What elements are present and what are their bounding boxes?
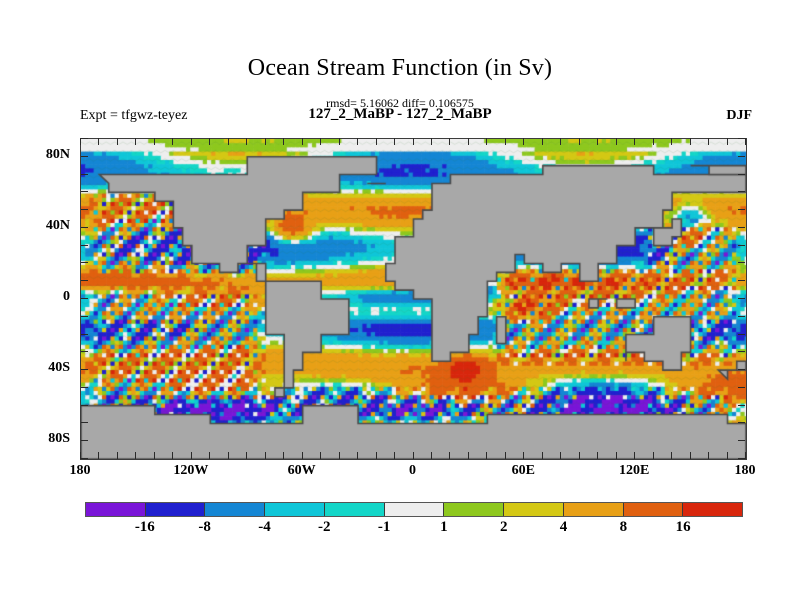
season-label: DJF: [726, 108, 752, 123]
colorbar-band-0[interactable]: [86, 503, 146, 516]
case-comparison-subtitle: 127_2_MaBP - 127_2_MaBP: [308, 106, 492, 122]
colorbar-band-9[interactable]: [623, 503, 684, 516]
x-axis-tick-label: 60E: [511, 463, 536, 478]
colorbar-tick-label: 1: [440, 519, 448, 535]
y-axis-tick-label: 0: [63, 289, 70, 304]
colorbar-bands[interactable]: [85, 502, 743, 517]
x-axis-tick-label: 0: [409, 463, 416, 478]
colorbar-tick-label: -4: [258, 519, 271, 535]
map-plot-area[interactable]: [80, 138, 747, 460]
y-axis-tick-label: 80N: [45, 146, 70, 162]
colorbar-band-5[interactable]: [384, 503, 445, 516]
x-axis-tick-label: 120E: [618, 463, 650, 478]
colorbar-band-10[interactable]: [683, 503, 743, 516]
colorbar-tick-label: -2: [318, 519, 331, 535]
x-axis-tick-label: 180: [734, 463, 756, 478]
colorbar[interactable]: -16 -8 -4 -2 -1 1 2 4 8 16: [85, 502, 743, 535]
colorbar-band-7[interactable]: [504, 503, 564, 516]
x-axis-tick-label: 120W: [173, 463, 209, 478]
colorbar-band-3[interactable]: [265, 503, 325, 516]
rmsd-subtitle: rmsd= 5.16062 diff= 0.106575: [326, 96, 474, 110]
stream-function-heatmap: [81, 139, 746, 459]
colorbar-tick-label: 16: [675, 519, 691, 535]
page-title: Ocean Stream Function (in Sv): [247, 55, 553, 81]
colorbar-tick-label: -16: [134, 519, 155, 535]
colorbar-tick-label: -1: [377, 519, 391, 535]
colorbar-band-1[interactable]: [145, 503, 206, 516]
colorbar-band-8[interactable]: [563, 503, 624, 516]
x-axis-tick-label: 180: [69, 463, 91, 478]
x-axis-tick-label: 60W: [287, 463, 316, 478]
y-axis-tick-label: 80S: [48, 431, 70, 447]
colorbar-tick-label: 8: [619, 519, 628, 535]
colorbar-tick-label: -8: [198, 519, 211, 535]
experiment-label: Expt = tfgwz-teyez: [80, 108, 188, 123]
colorbar-tick-label: 2: [499, 519, 508, 535]
y-axis-tick-label: 40S: [48, 360, 70, 376]
colorbar-band-2[interactable]: [205, 503, 266, 516]
colorbar-band-6[interactable]: [444, 503, 505, 516]
y-axis-tick-label: 40N: [45, 217, 70, 233]
colorbar-tick-label: 4: [559, 519, 568, 535]
colorbar-band-4[interactable]: [324, 503, 385, 516]
